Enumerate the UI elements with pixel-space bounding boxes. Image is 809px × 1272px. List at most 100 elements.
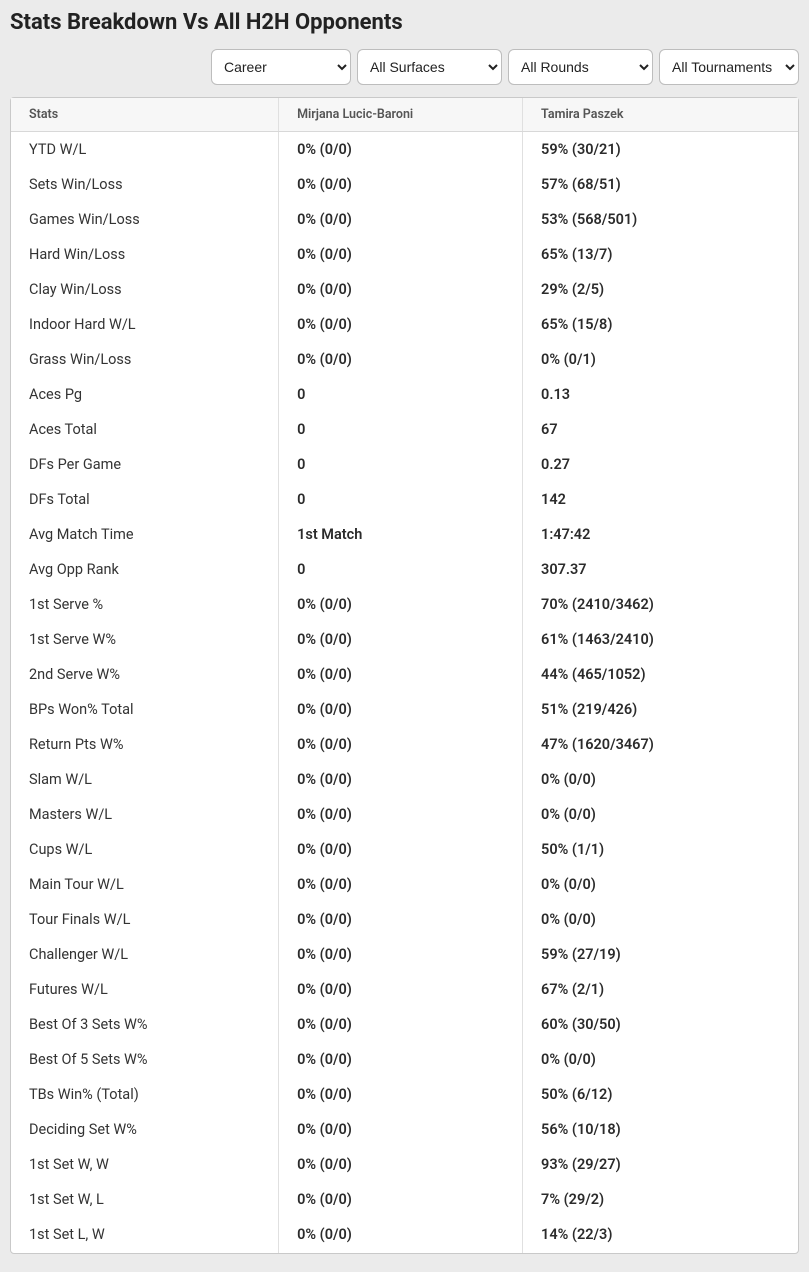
stat-value-player1: 0 (279, 482, 523, 517)
stat-value-player1: 0 (279, 447, 523, 482)
table-row: Clay Win/Loss0% (0/0)29% (2/5) (11, 272, 798, 307)
filter-tournaments-select[interactable]: All Tournaments (659, 49, 799, 85)
table-row: Sets Win/Loss0% (0/0)57% (68/51) (11, 167, 798, 202)
table-header-row: Stats Mirjana Lucic-Baroni Tamira Paszek (11, 98, 798, 132)
stat-label: 1st Set W, W (11, 1147, 279, 1182)
stat-value-player2: 57% (68/51) (523, 167, 798, 202)
stat-label: Avg Opp Rank (11, 552, 279, 587)
table-row: Aces Pg00.13 (11, 377, 798, 412)
stat-label: YTD W/L (11, 132, 279, 168)
stat-value-player2: 0.27 (523, 447, 798, 482)
stat-label: Indoor Hard W/L (11, 307, 279, 342)
table-row: Games Win/Loss0% (0/0)53% (568/501) (11, 202, 798, 237)
stat-value-player2: 7% (29/2) (523, 1182, 798, 1217)
stat-value-player1: 0% (0/0) (279, 587, 523, 622)
table-row: Best Of 5 Sets W%0% (0/0)0% (0/0) (11, 1042, 798, 1077)
stat-value-player1: 0 (279, 552, 523, 587)
stat-value-player2: 0% (0/0) (523, 762, 798, 797)
stat-label: 1st Serve W% (11, 622, 279, 657)
filter-surfaces-select[interactable]: All Surfaces (357, 49, 502, 85)
stat-value-player1: 0% (0/0) (279, 762, 523, 797)
stat-label: Grass Win/Loss (11, 342, 279, 377)
stat-value-player1: 0% (0/0) (279, 867, 523, 902)
table-row: Avg Opp Rank0307.37 (11, 552, 798, 587)
stat-value-player2: 47% (1620/3467) (523, 727, 798, 762)
stat-value-player2: 65% (15/8) (523, 307, 798, 342)
stat-value-player2: 61% (1463/2410) (523, 622, 798, 657)
stat-value-player1: 0% (0/0) (279, 202, 523, 237)
stat-value-player1: 0 (279, 412, 523, 447)
table-row: Challenger W/L0% (0/0)59% (27/19) (11, 937, 798, 972)
table-row: TBs Win% (Total)0% (0/0)50% (6/12) (11, 1077, 798, 1112)
filter-career-select[interactable]: Career (211, 49, 351, 85)
stat-value-player2: 50% (6/12) (523, 1077, 798, 1112)
stat-label: Hard Win/Loss (11, 237, 279, 272)
stats-table-container: Stats Mirjana Lucic-Baroni Tamira Paszek… (10, 97, 799, 1254)
stat-value-player2: 53% (568/501) (523, 202, 798, 237)
stat-label: Avg Match Time (11, 517, 279, 552)
col-header-stats: Stats (11, 98, 279, 132)
stat-label: Aces Total (11, 412, 279, 447)
stat-value-player1: 0% (0/0) (279, 972, 523, 1007)
stat-value-player2: 29% (2/5) (523, 272, 798, 307)
stat-value-player1: 0% (0/0) (279, 1112, 523, 1147)
stat-value-player2: 59% (30/21) (523, 132, 798, 168)
stat-value-player2: 0% (0/0) (523, 902, 798, 937)
table-row: Deciding Set W%0% (0/0)56% (10/18) (11, 1112, 798, 1147)
table-row: Main Tour W/L0% (0/0)0% (0/0) (11, 867, 798, 902)
stat-value-player1: 0% (0/0) (279, 727, 523, 762)
table-row: YTD W/L0% (0/0)59% (30/21) (11, 132, 798, 168)
table-row: BPs Won% Total0% (0/0)51% (219/426) (11, 692, 798, 727)
stat-value-player2: 0% (0/1) (523, 342, 798, 377)
stat-label: 2nd Serve W% (11, 657, 279, 692)
table-row: Masters W/L0% (0/0)0% (0/0) (11, 797, 798, 832)
stat-label: BPs Won% Total (11, 692, 279, 727)
stat-value-player2: 67 (523, 412, 798, 447)
table-row: 1st Set W, L0% (0/0)7% (29/2) (11, 1182, 798, 1217)
stat-label: Masters W/L (11, 797, 279, 832)
stats-table: Stats Mirjana Lucic-Baroni Tamira Paszek… (11, 98, 798, 1253)
stat-value-player2: 307.37 (523, 552, 798, 587)
stat-label: Sets Win/Loss (11, 167, 279, 202)
table-row: Futures W/L0% (0/0)67% (2/1) (11, 972, 798, 1007)
stat-value-player1: 1st Match (279, 517, 523, 552)
stat-value-player2: 70% (2410/3462) (523, 587, 798, 622)
stat-value-player2: 14% (22/3) (523, 1217, 798, 1253)
stat-value-player1: 0% (0/0) (279, 1147, 523, 1182)
stat-value-player1: 0% (0/0) (279, 902, 523, 937)
table-row: 1st Serve W%0% (0/0)61% (1463/2410) (11, 622, 798, 657)
stat-value-player2: 93% (29/27) (523, 1147, 798, 1182)
page-title: Stats Breakdown Vs All H2H Opponents (10, 10, 799, 35)
stat-value-player1: 0% (0/0) (279, 272, 523, 307)
stat-label: Tour Finals W/L (11, 902, 279, 937)
table-row: Avg Match Time1st Match1:47:42 (11, 517, 798, 552)
stat-value-player1: 0% (0/0) (279, 237, 523, 272)
stat-value-player2: 44% (465/1052) (523, 657, 798, 692)
stat-value-player1: 0% (0/0) (279, 307, 523, 342)
table-row: DFs Total0142 (11, 482, 798, 517)
stat-value-player1: 0% (0/0) (279, 1007, 523, 1042)
stat-label: 1st Set L, W (11, 1217, 279, 1253)
table-row: 1st Set W, W0% (0/0)93% (29/27) (11, 1147, 798, 1182)
stat-value-player2: 67% (2/1) (523, 972, 798, 1007)
stat-value-player1: 0% (0/0) (279, 1182, 523, 1217)
stat-value-player1: 0% (0/0) (279, 832, 523, 867)
stat-label: Best Of 5 Sets W% (11, 1042, 279, 1077)
stat-value-player2: 1:47:42 (523, 517, 798, 552)
stat-value-player1: 0 (279, 377, 523, 412)
stat-label: Challenger W/L (11, 937, 279, 972)
table-row: DFs Per Game00.27 (11, 447, 798, 482)
stat-label: Cups W/L (11, 832, 279, 867)
stat-value-player2: 50% (1/1) (523, 832, 798, 867)
stat-value-player2: 0% (0/0) (523, 1042, 798, 1077)
filter-rounds-select[interactable]: All Rounds (508, 49, 653, 85)
table-row: Best Of 3 Sets W%0% (0/0)60% (30/50) (11, 1007, 798, 1042)
stat-value-player1: 0% (0/0) (279, 622, 523, 657)
stat-value-player1: 0% (0/0) (279, 1217, 523, 1253)
stat-value-player1: 0% (0/0) (279, 1077, 523, 1112)
stat-value-player1: 0% (0/0) (279, 797, 523, 832)
stat-label: Aces Pg (11, 377, 279, 412)
stat-label: Clay Win/Loss (11, 272, 279, 307)
table-row: Hard Win/Loss0% (0/0)65% (13/7) (11, 237, 798, 272)
stat-value-player2: 0% (0/0) (523, 797, 798, 832)
